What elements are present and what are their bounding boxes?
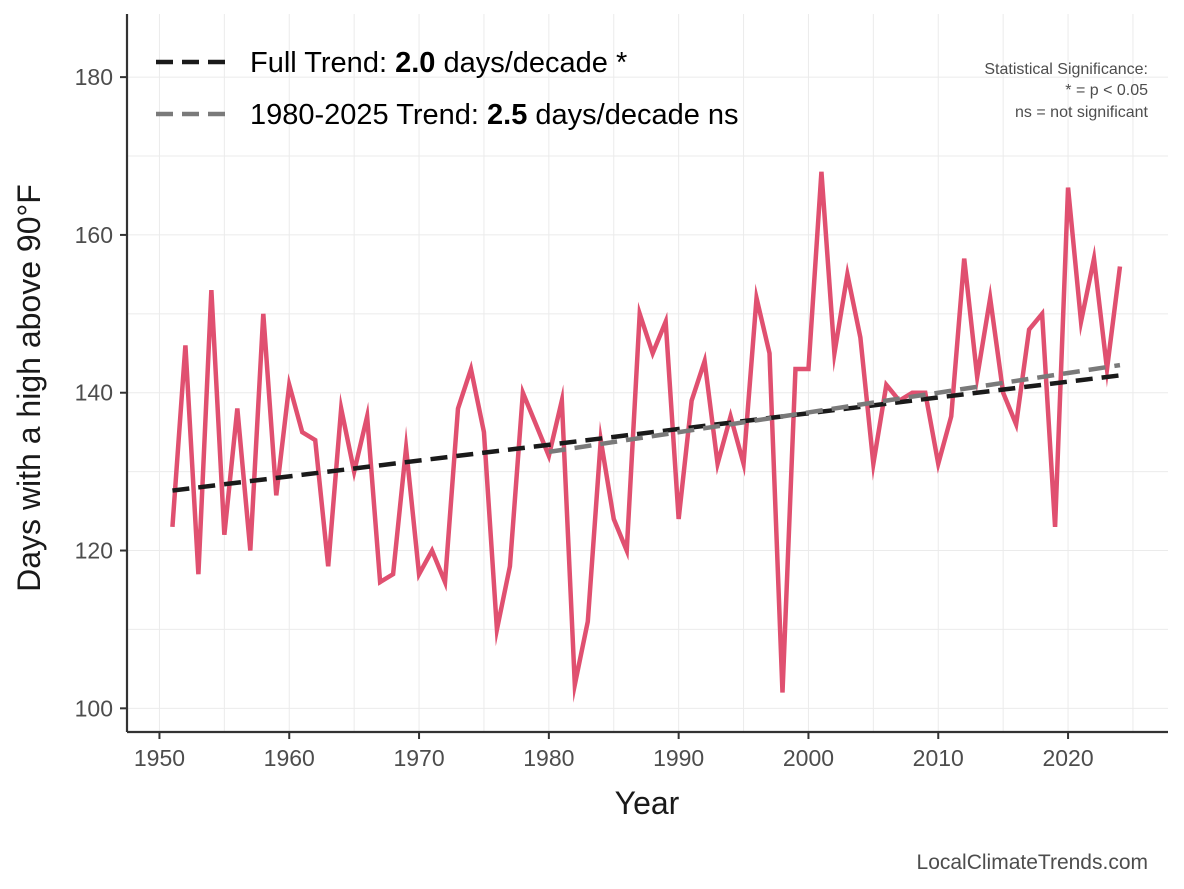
x-tick-label: 1950: [134, 745, 185, 771]
full-trend-line: [172, 373, 1121, 493]
significance-line-p: * = p < 0.05: [1065, 82, 1148, 99]
recent-trend-line: [548, 362, 1121, 455]
legend-label-full-trend: Full Trend: 2.0 days/decade *: [250, 47, 627, 79]
y-axis-title: Days with a high above 90°F: [11, 184, 47, 592]
significance-line-ns: ns = not significant: [1015, 104, 1149, 121]
y-tick-label: 100: [75, 695, 113, 721]
legend: Full Trend: 2.0 days/decade * 1980-2025 …: [156, 47, 739, 131]
x-tick-label: 2000: [783, 745, 834, 771]
y-tick-label: 180: [75, 64, 113, 90]
x-tick-label: 1970: [393, 745, 444, 771]
axes: 1950 1960 1970 1980 1990 2000 2010 2020 100 120 14…: [75, 14, 1168, 771]
data-series: [170, 171, 1123, 703]
days-above-90-line: [170, 171, 1123, 703]
gridlines: [127, 14, 1168, 732]
source-credit: LocalClimateTrends.com: [917, 851, 1148, 874]
significance-note: Statistical Significance: * = p < 0.05 n…: [984, 61, 1148, 121]
trend-lines: [172, 362, 1121, 493]
x-tick-label: 1960: [264, 745, 315, 771]
x-tick-label: 1990: [653, 745, 704, 771]
x-tick-label: 2020: [1042, 745, 1093, 771]
significance-title: Statistical Significance:: [984, 61, 1148, 78]
y-tick-label: 120: [75, 538, 113, 564]
y-tick-label: 140: [75, 380, 113, 406]
y-tick-label: 160: [75, 222, 113, 248]
x-tick-label: 2010: [913, 745, 964, 771]
x-axis-title: Year: [615, 785, 680, 821]
legend-label-recent-trend: 1980-2025 Trend: 2.5 days/decade ns: [250, 99, 739, 131]
x-tick-label: 1980: [523, 745, 574, 771]
